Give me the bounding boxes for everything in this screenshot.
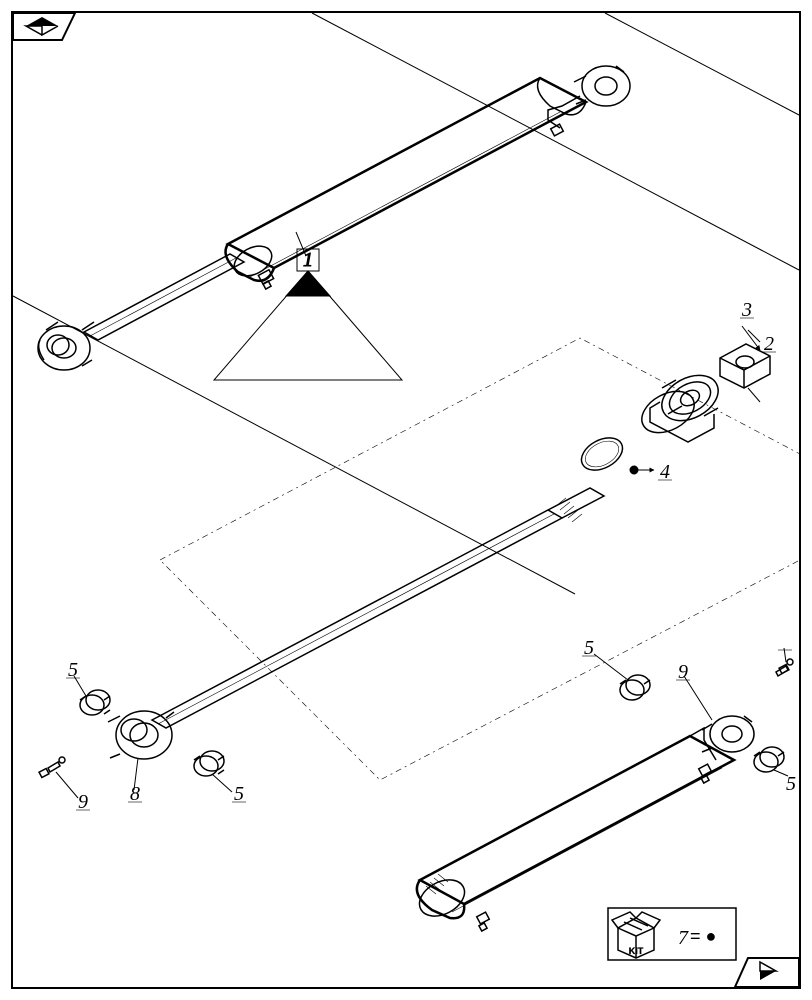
callout-6-label: 7 <box>678 927 689 949</box>
part-piston <box>635 366 726 442</box>
part-rod <box>152 488 604 728</box>
part-oring <box>576 431 628 476</box>
exploded-rod-group <box>39 326 800 798</box>
frame <box>12 12 800 988</box>
kit-box-icon: KIT KIT 7 = ● <box>608 908 736 960</box>
nav-forward-icon <box>735 958 799 987</box>
nav-back-icon <box>13 13 75 40</box>
callout-1: 1 <box>214 232 402 380</box>
callout-1-label: 1 <box>303 249 313 271</box>
part-barrel <box>413 648 793 931</box>
part-bushing-r2 <box>754 747 784 772</box>
parts-diagram: 1 <box>0 0 812 1000</box>
part-grease-l <box>39 757 65 778</box>
part-rod-eye <box>108 711 174 759</box>
part-bushing-r1 <box>620 675 650 700</box>
part-nut <box>720 344 770 388</box>
part-grease-r <box>776 659 793 676</box>
callout-texts: 2 3 4 5 5 5 5 8 9 9 <box>66 299 796 813</box>
part-bushing-l2 <box>194 751 224 776</box>
assembly-full-cylinder <box>13 13 799 594</box>
kit-label-front2: KIT <box>629 946 644 956</box>
callout-5d-label: 5 <box>786 773 796 795</box>
kit-equation: = ● <box>690 926 716 946</box>
